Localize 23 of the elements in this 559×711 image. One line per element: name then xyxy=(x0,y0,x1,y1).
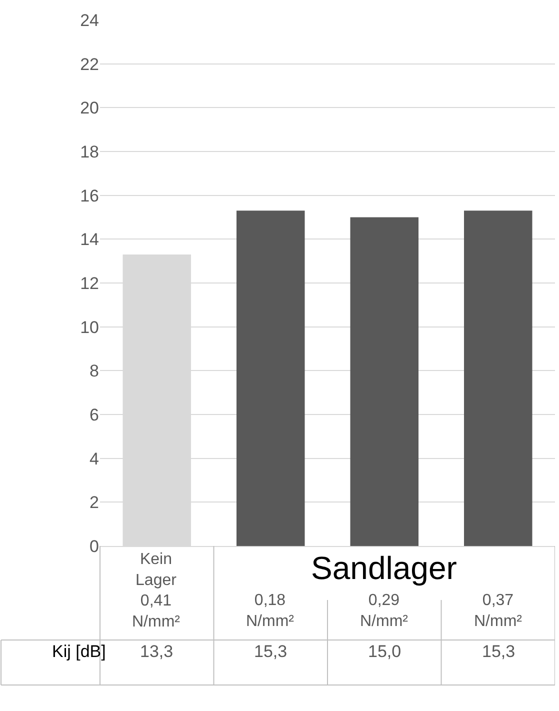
y-tick-label: 4 xyxy=(90,449,99,468)
data-label: 15,0 xyxy=(368,642,402,661)
text: Kij [dB] xyxy=(52,642,106,661)
y-tick-label: 2 xyxy=(90,493,99,512)
data-label: 15,3 xyxy=(482,642,516,661)
y-tick-label: 20 xyxy=(80,98,99,118)
y-tick-label: 10 xyxy=(80,318,99,337)
data-label: 15,3 xyxy=(254,642,288,661)
y-tick-label: 12 xyxy=(80,274,99,293)
y-tick-label: 22 xyxy=(80,54,99,74)
y-tick-label: 0 xyxy=(90,536,99,556)
text: Sandlager xyxy=(311,550,458,586)
x-tick-label: 0,29 N/mm² xyxy=(360,592,409,630)
x-tick-label: 0,37 N/mm² xyxy=(474,592,523,630)
y-tick-label: 6 xyxy=(90,405,99,424)
y-tick-label: 16 xyxy=(80,186,99,206)
y-tick-label: 24 xyxy=(80,10,99,30)
y-tick-label: 14 xyxy=(80,230,99,250)
x-tick-label: Kein Lager 0,41 N/mm² xyxy=(132,551,181,630)
y-tick-label: 8 xyxy=(90,362,99,381)
x-tick-label: 0,18 N/mm² xyxy=(246,592,295,630)
data-label: 13,3 xyxy=(140,642,174,661)
y-tick-label: 18 xyxy=(80,142,99,162)
